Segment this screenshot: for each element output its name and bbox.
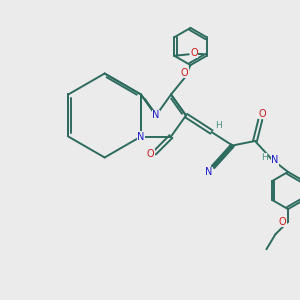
Text: H: H bbox=[215, 121, 221, 130]
Text: N: N bbox=[152, 110, 160, 121]
Text: O: O bbox=[190, 48, 198, 58]
Text: N: N bbox=[137, 131, 145, 142]
Text: H: H bbox=[261, 153, 267, 162]
Text: N: N bbox=[205, 167, 212, 178]
Text: O: O bbox=[279, 217, 286, 227]
Text: O: O bbox=[181, 68, 188, 78]
Text: N: N bbox=[272, 155, 279, 166]
Text: O: O bbox=[147, 149, 154, 160]
Text: O: O bbox=[258, 109, 266, 119]
